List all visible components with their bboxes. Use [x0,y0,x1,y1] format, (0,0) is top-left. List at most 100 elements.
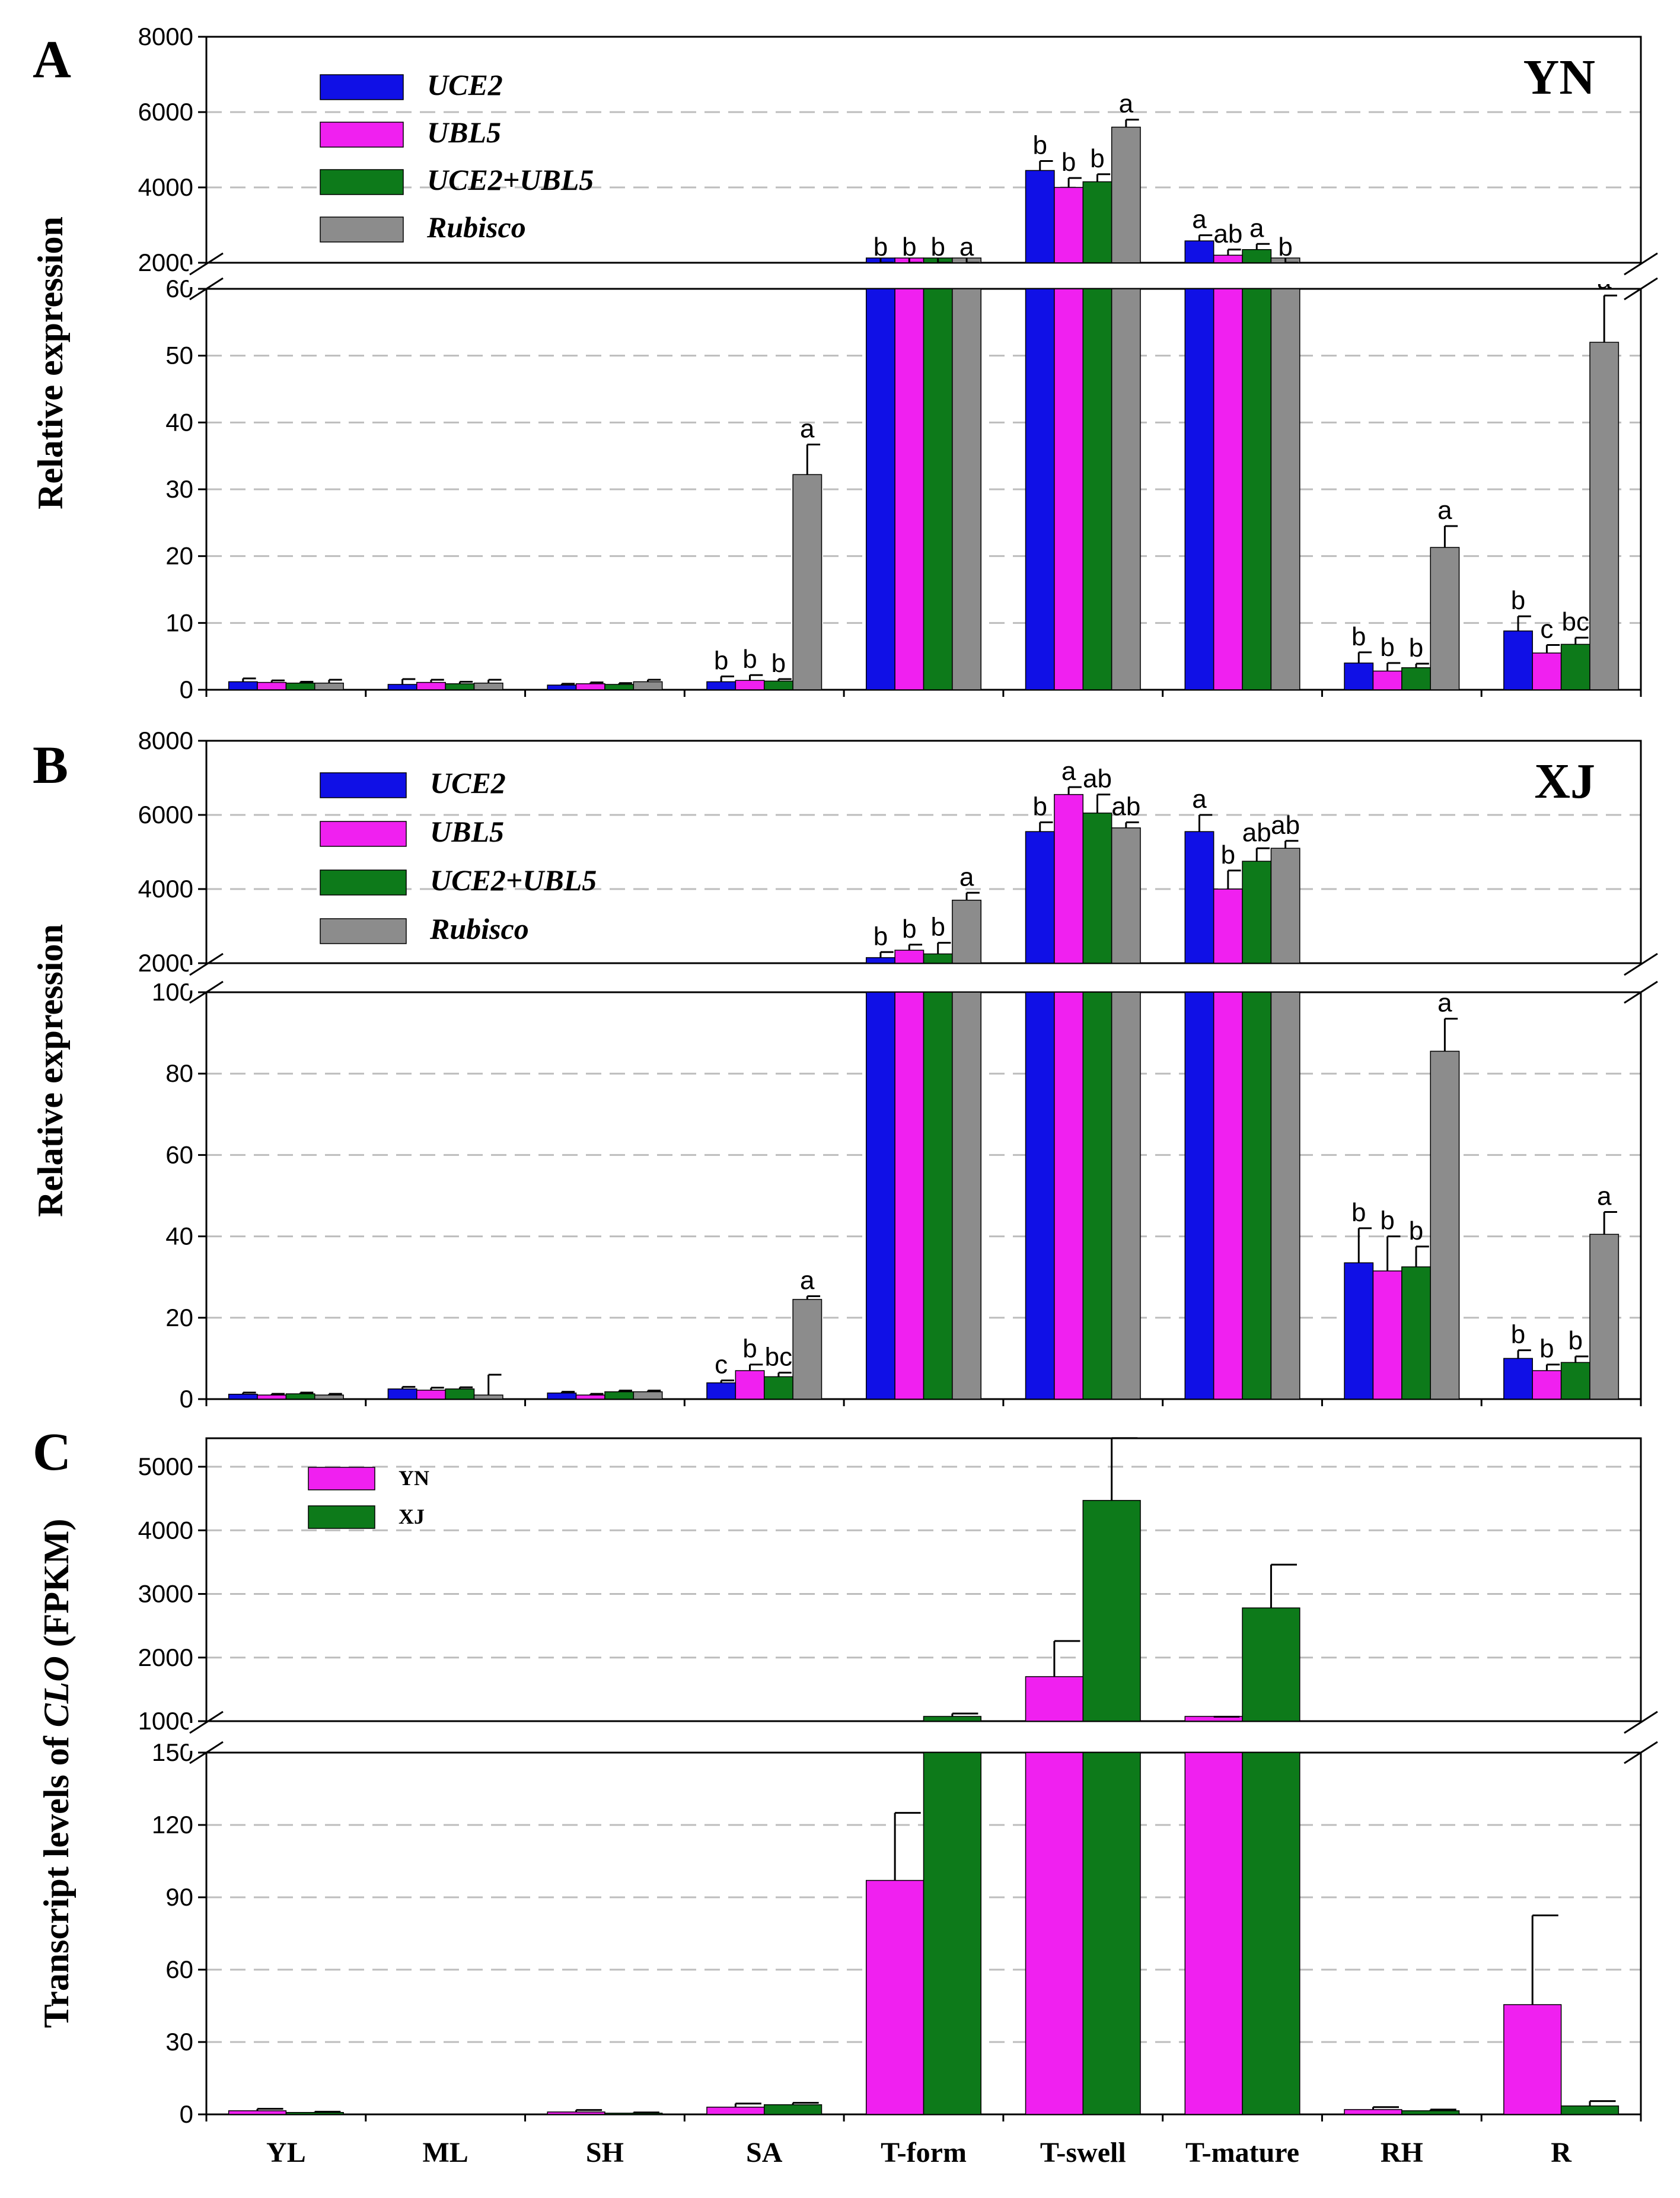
axis-break-mark [1624,277,1658,301]
bar-B-Rubisco-T-mature [1270,992,1300,1400]
legend-swatch-UBL5 [320,122,404,148]
bar-A-Rubisco-YL [314,682,344,690]
bar-B-UCE2+UBL5-T-form [923,992,953,1400]
bar-B-UCE2-SH [547,1392,577,1400]
axis-break-mark [1624,252,1658,276]
panel-A: 01020304050602000400060008000bbbabbbbbab… [31,23,1665,703]
bar-upper-B-UCE2-T-mature [1184,831,1214,964]
y-tick-label: 20 [165,542,193,570]
bar-A-UBL5-T-form [894,288,925,690]
significance-letter: bc [1562,607,1589,636]
significance-letter: b [1380,1206,1394,1235]
significance-letter: a [1119,90,1134,119]
bar-B-Rubisco-T-form [952,992,982,1400]
bar-B-UCE2+UBL5-ML [445,1388,475,1400]
bar-C-YN-YL [228,2110,287,2115]
bar-B-UBL5-ML [416,1390,446,1400]
bar-break-strip [208,1726,1640,1748]
bar-A-UCE2+UBL5-T-mature [1242,288,1272,690]
panel-letter: A [33,30,71,89]
bar-B-Rubisco-RH [1430,1050,1460,1400]
bar-B-Rubisco-T-swell [1111,992,1141,1400]
axis-break-mark [189,980,224,1004]
x-category-label: T-mature [1185,2137,1299,2168]
y-tick-label: 3000 [138,1580,193,1608]
bar-A-UCE2+UBL5-YL [285,682,315,690]
bar-A-UCE2+UBL5-RH [1401,667,1431,690]
significance-letter: a [1597,1181,1612,1211]
bar-B-Rubisco-ML [473,1394,503,1400]
legend-swatch-UCE2+UBL5 [320,869,407,896]
significance-letter: b [1569,1326,1583,1355]
bar-B-Rubisco-YL [314,1394,344,1400]
bar-upper-C-YN-T-swell [1025,1676,1084,1722]
y-tick-label: 1000 [138,1707,193,1735]
bar-B-UCE2+UBL5-SH [604,1391,635,1400]
y-tick-label: 120 [152,1811,193,1839]
significance-letter: c [715,1350,728,1379]
axis-break-cover [1623,965,1659,990]
bar-B-UBL5-RH [1372,1270,1402,1400]
y-tick-label: 0 [180,676,193,703]
axis-break-cover [189,965,224,990]
y-tick-label: 30 [165,2028,193,2056]
bar-C-YN-T-form [865,1880,925,2115]
significance-letter: a [1061,757,1076,786]
axis-break-mark [1624,1741,1658,1764]
significance-letter: b [902,232,916,262]
bar-upper-A-Rubisco-T-swell [1111,126,1141,263]
bar-B-UBL5-T-swell [1054,992,1084,1400]
bar-A-UCE2-SA [706,681,737,690]
y-tick-label: 20 [165,1304,193,1331]
legend-swatch-UCE2 [320,772,407,798]
bar-A-UBL5-SA [735,680,765,690]
legend-label-Rubisco: Rubisco [429,912,529,945]
bar-upper-A-UBL5-T-mature [1213,254,1243,263]
bar-A-UCE2+UBL5-R [1560,644,1590,690]
bar-B-UBL5-R [1532,1370,1562,1400]
x-category-label: SA [746,2137,783,2168]
significance-letter: b [1539,1334,1554,1364]
bar-C-YN-SH [547,2111,605,2115]
bar-upper-B-UCE2-T-form [865,957,895,964]
bar-B-UBL5-SA [735,1370,765,1400]
bar-upper-B-UCE2+UBL5-T-swell [1082,813,1112,964]
x-category-label: T-form [881,2137,967,2168]
bar-break-strip [208,267,1640,284]
bar-upper-C-XJ-T-swell [1082,1500,1141,1722]
y-tick-label: 30 [165,475,193,503]
significance-letter: a [1192,205,1207,234]
bar-A-UCE2-SH [547,684,577,690]
legend-label-YN: YN [399,1466,429,1490]
axis-break-mark [1624,980,1658,1004]
panel-corner-label: YN [1523,50,1595,105]
bar-C-XJ-RH [1401,2110,1460,2115]
bar-A-Rubisco-T-swell [1111,288,1141,690]
significance-letter: ab [1242,818,1271,847]
bar-B-UCE2-ML [387,1388,417,1400]
legend-label-UCE2+UBL5: UCE2+UBL5 [427,163,594,196]
bar-A-UCE2+UBL5-SA [763,680,793,690]
y-tick-label: 4000 [138,1516,193,1544]
y-tick-label: 8000 [138,727,193,754]
bar-C-YN-T-swell [1025,1752,1084,2115]
axis-break-mark [189,1741,224,1764]
bar-C-XJ-R [1560,2105,1620,2115]
significance-letter: b [1061,148,1076,177]
legend-swatch-YN [308,1467,375,1490]
legend-label-XJ: XJ [399,1505,425,1528]
bar-A-UCE2-T-swell [1025,288,1055,690]
bar-upper-A-UCE2-T-swell [1025,170,1055,263]
bar-A-UBL5-SH [575,683,605,690]
bar-B-UCE2+UBL5-T-mature [1242,992,1272,1400]
bar-B-UCE2+UBL5-RH [1401,1266,1431,1400]
significance-letter: b [1032,131,1047,160]
bar-A-UBL5-T-swell [1054,288,1084,690]
bar-upper-C-XJ-T-form [923,1716,982,1722]
legend-swatch-Rubisco [320,918,407,944]
bar-A-UCE2-RH [1344,662,1374,690]
significance-letter: a [1437,496,1452,525]
y-tick-label: 80 [165,1059,193,1087]
significance-letter: ab [1083,764,1112,794]
